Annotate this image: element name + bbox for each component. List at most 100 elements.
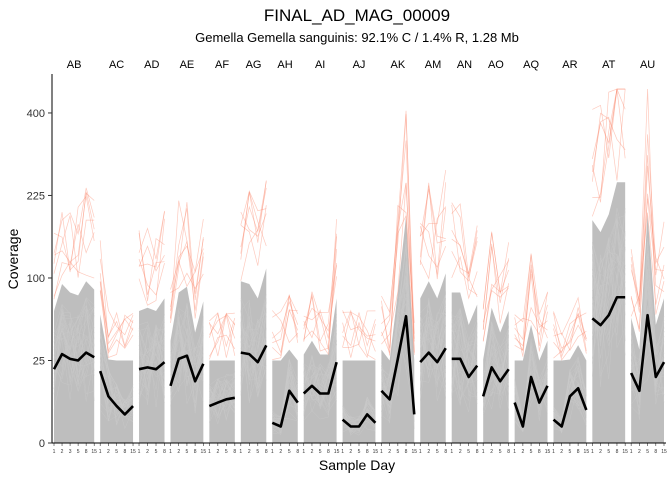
contig-line xyxy=(209,378,235,403)
median-coverage-line xyxy=(629,313,666,393)
x-tick-label: 8 xyxy=(296,449,299,455)
outlier-contig-line xyxy=(514,304,548,336)
median-coverage-line xyxy=(138,361,166,371)
x-tick-label: 2 xyxy=(560,449,563,455)
contig-line xyxy=(272,358,298,434)
contig-line xyxy=(592,219,626,305)
outlier-contig-line xyxy=(99,291,134,354)
median-coverage-line xyxy=(451,357,479,379)
outlier-contig-line xyxy=(451,230,478,275)
facet-ab: AB 1 2 3 5 8 15 xyxy=(53,59,98,455)
outlier-contig-line xyxy=(591,88,626,203)
outlier-contig-line xyxy=(272,309,298,360)
x-tick-label: 8 xyxy=(163,449,166,455)
x-tick-label: 5 xyxy=(288,449,291,455)
x-tick-label: 2 xyxy=(349,449,352,455)
contig-line xyxy=(53,308,95,387)
x-tick-label: 15 xyxy=(622,449,628,455)
outlier-contig-line xyxy=(482,231,510,309)
x-tick-label: 1 xyxy=(53,449,56,455)
outlier-contig-line xyxy=(53,192,95,297)
contig-line xyxy=(451,307,478,351)
outlier-contig-line xyxy=(303,248,337,350)
outlier-contig-line xyxy=(170,208,204,319)
facet-ar: AR 1 2 5 8 15 xyxy=(552,59,589,455)
outlier-contig-line xyxy=(209,312,236,348)
x-tick-label: 5 xyxy=(646,449,649,455)
x-tick-label: 15 xyxy=(334,449,340,455)
outlier-contig-line xyxy=(53,187,95,254)
facet-ak: AK 1 2 5 8 15 xyxy=(380,59,417,455)
outlier-contig-line xyxy=(342,311,376,348)
facet-label: AR xyxy=(562,59,577,71)
outlier-contig-line xyxy=(138,258,165,296)
outlier-contig-line xyxy=(170,245,204,319)
contig-line xyxy=(240,324,267,381)
facet-label: AU xyxy=(640,59,655,71)
contig-line xyxy=(630,281,665,403)
facet-am: AM 1 2 5 8 xyxy=(419,59,447,455)
outlier-contig-line xyxy=(53,191,95,271)
outlier-contig-line xyxy=(272,300,299,339)
facet-label: AH xyxy=(277,59,292,71)
facet-label: AJ xyxy=(353,59,366,71)
contig-line xyxy=(451,310,478,341)
contig-line xyxy=(420,312,446,362)
median-coverage-line xyxy=(169,354,205,387)
median-coverage-line xyxy=(380,314,416,415)
x-tick-label: 15 xyxy=(584,449,590,455)
contig-line xyxy=(53,327,95,400)
outlier-contig-line xyxy=(303,219,337,352)
contig-line xyxy=(240,297,267,329)
x-tick-label: 15 xyxy=(201,449,207,455)
median-coverage-line xyxy=(208,396,236,408)
outlier-contig-line xyxy=(240,181,267,281)
x-tick-label: 5 xyxy=(186,449,189,455)
x-tick-label: 5 xyxy=(530,449,533,455)
outlier-contig-line xyxy=(170,272,204,293)
x-tick-label: 2 xyxy=(177,449,180,455)
outlier-contig-line xyxy=(514,269,548,357)
outlier-contig-line xyxy=(381,204,415,353)
outlier-contig-line xyxy=(381,182,415,356)
x-tick-label: 5 xyxy=(77,449,80,455)
x-tick-label: 15 xyxy=(545,449,551,455)
median-coverage-line xyxy=(419,347,447,364)
contig-line xyxy=(138,328,165,398)
x-tick-label: 8 xyxy=(616,449,619,455)
contig-line xyxy=(342,416,376,436)
contig-line xyxy=(630,307,665,396)
outlier-contig-line xyxy=(99,289,134,349)
outlier-contig-line xyxy=(209,312,236,357)
x-tick-label: 1 xyxy=(239,449,242,455)
outlier-contig-line xyxy=(482,232,509,310)
contig-line xyxy=(553,368,587,422)
contig-line xyxy=(592,273,626,335)
outlier-contig-line xyxy=(209,314,236,356)
outlier-contig-line xyxy=(303,233,337,342)
facet-ag: AG 1 2 5 8 xyxy=(239,59,267,455)
outlier-contig-line xyxy=(240,205,267,266)
x-tick-label: 1 xyxy=(208,449,211,455)
x-tick-label: 15 xyxy=(91,449,97,455)
x-tick-label: 1 xyxy=(380,449,383,455)
facet-label: AG xyxy=(246,59,262,71)
x-tick-label: 8 xyxy=(233,449,236,455)
contig-line xyxy=(342,413,376,431)
outlier-contig-line xyxy=(419,169,447,237)
outlier-contig-line xyxy=(451,225,478,275)
contig-line xyxy=(240,312,267,371)
outlier-contig-line xyxy=(419,182,447,280)
x-tick-label: 5 xyxy=(319,449,322,455)
contig-line xyxy=(420,304,446,350)
x-tick-label: 2 xyxy=(521,449,524,455)
contig-line xyxy=(342,398,376,430)
outlier-contig-line xyxy=(553,330,587,352)
contig-line xyxy=(381,265,415,410)
outlier-contig-line xyxy=(419,189,446,244)
x-tick-label: 2 xyxy=(311,449,314,455)
outlier-contig-line xyxy=(138,211,165,268)
outlier-contig-line xyxy=(381,140,415,355)
x-tick-label: 2 xyxy=(248,449,251,455)
outlier-contig-line xyxy=(419,185,446,265)
